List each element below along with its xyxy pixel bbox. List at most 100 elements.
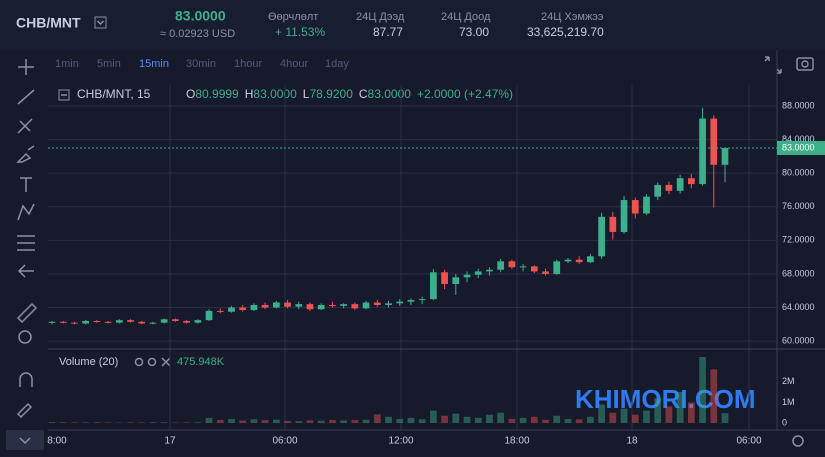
timeframe-button[interactable]: 1day	[325, 58, 349, 70]
price-tick-label: 76.0000	[782, 201, 815, 211]
zoom-tool[interactable]	[18, 330, 32, 344]
volume-bar	[721, 413, 729, 423]
candle-body	[272, 302, 280, 308]
pattern-tool[interactable]	[17, 203, 35, 221]
candle-body	[676, 178, 684, 191]
timeframe-button[interactable]: 1min	[55, 58, 79, 70]
volume-bar	[631, 414, 639, 423]
price-tick-label: 64.0000	[782, 302, 815, 312]
candle-body	[575, 259, 583, 263]
candle-body	[631, 200, 639, 214]
volume-bar	[519, 417, 527, 423]
candle-body	[430, 272, 437, 300]
candle-body	[82, 320, 90, 324]
time-label: 18:00	[504, 436, 529, 447]
text-tool[interactable]	[20, 177, 32, 192]
candle-body	[172, 319, 179, 321]
ruler-tool[interactable]	[16, 302, 38, 324]
candle-body	[519, 266, 527, 268]
line-tool[interactable]	[17, 89, 35, 105]
last-price-label: 83.0000	[782, 142, 815, 152]
candle-body	[418, 299, 426, 301]
time-label: 06:00	[736, 436, 761, 447]
volume-bar	[452, 413, 460, 423]
ohlc-key: C	[359, 87, 368, 101]
candle-body	[138, 321, 146, 324]
volume-bar	[665, 406, 673, 423]
volume-bar	[261, 420, 269, 423]
time-label: 12:00	[388, 436, 413, 447]
timeframe-button[interactable]: 5min	[97, 58, 121, 70]
price-tick-label: 88.0000	[782, 100, 815, 110]
back-tool[interactable]	[17, 264, 34, 278]
volume-bar	[486, 414, 493, 423]
candle-body	[183, 320, 190, 323]
magnet-tool[interactable]	[19, 372, 33, 387]
candle-body	[104, 321, 112, 323]
volume-bar	[474, 417, 482, 423]
volume-bar	[194, 422, 202, 423]
candle-body	[295, 304, 303, 307]
crosshair-tool[interactable]	[18, 59, 34, 75]
volume-bar	[598, 404, 605, 423]
candle-body	[441, 272, 448, 285]
candle-body	[721, 147, 729, 165]
candle-body	[385, 303, 392, 306]
volume-bar	[575, 419, 583, 423]
price-tick-label: 72.0000	[782, 235, 815, 245]
candle-body	[261, 305, 269, 308]
candle-body	[317, 305, 325, 310]
last-price: 83.0000	[175, 8, 226, 24]
prediction-tool[interactable]	[17, 235, 35, 251]
fib-tool[interactable]	[17, 118, 33, 134]
candle-body	[351, 304, 359, 309]
candle-body	[452, 277, 460, 285]
volume-bar	[643, 410, 650, 423]
price-tick-label: 60.0000	[782, 335, 815, 345]
volume-bar	[373, 414, 381, 423]
volume-bar	[340, 420, 347, 423]
volume-bar	[497, 412, 505, 423]
candle-body	[620, 200, 628, 232]
visibility-toggle[interactable]	[134, 357, 144, 367]
volume-tick-label: 1M	[782, 397, 795, 407]
volume-bar	[127, 422, 134, 423]
ohlc-key: O	[186, 87, 195, 101]
lock-tool[interactable]	[16, 402, 33, 419]
volume-bar	[553, 415, 561, 423]
brush-tool[interactable]	[16, 145, 35, 163]
candle-body	[93, 320, 101, 322]
candle-body	[407, 299, 415, 302]
timeframe-button[interactable]: 15min	[139, 58, 169, 70]
header-bar	[0, 0, 825, 50]
screenshot-button[interactable]	[796, 57, 814, 71]
legend-collapse[interactable]	[58, 89, 70, 101]
volume-bar	[205, 417, 213, 423]
timeframe-button[interactable]: 1hour	[234, 58, 262, 70]
pair-dropdown[interactable]	[94, 16, 107, 29]
candle-body	[564, 259, 572, 262]
chart-settings[interactable]	[792, 435, 804, 447]
volume-bar	[508, 418, 516, 423]
candle-body	[284, 302, 291, 307]
camera-lens	[801, 60, 809, 68]
collapse-arrow	[19, 437, 31, 445]
volume-bar	[228, 418, 235, 423]
legend-ohlc: O80.9999 H83.0000 L78.9200 C83.0000 +2.0000 …	[186, 87, 513, 101]
timeframe-button[interactable]: 30min	[186, 58, 216, 70]
candle-body	[598, 216, 605, 257]
pair[interactable]: CHB/MNT	[16, 15, 81, 31]
collapse-button[interactable]	[6, 430, 44, 450]
timeframe-button[interactable]: 4hour	[280, 58, 308, 70]
volume-bar	[609, 412, 617, 423]
volume-bar	[385, 416, 392, 423]
candle-body	[216, 310, 224, 312]
candle-body	[396, 301, 404, 304]
volume-bar	[463, 416, 471, 423]
settings-toggle[interactable]	[147, 357, 157, 367]
fullscreen-button[interactable]	[764, 56, 782, 74]
stat-value: 33,625,219.70	[527, 25, 604, 39]
candle-body	[687, 178, 695, 185]
stat-label: Өөрчлөлт	[268, 11, 318, 23]
remove-indicator[interactable]	[161, 357, 171, 367]
